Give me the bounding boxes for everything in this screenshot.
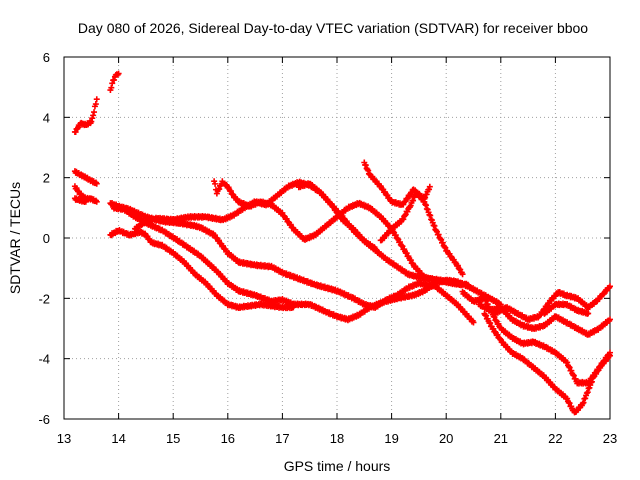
data-point xyxy=(392,232,399,239)
x-tick-label: 23 xyxy=(603,431,617,446)
data-point xyxy=(403,250,410,257)
data-point xyxy=(93,198,100,205)
x-tick-label: 13 xyxy=(57,431,71,446)
x-tick-label: 15 xyxy=(166,431,180,446)
data-point xyxy=(459,271,466,278)
data-point xyxy=(565,363,572,370)
data-point xyxy=(465,281,472,288)
y-tick-label: -4 xyxy=(38,352,50,367)
data-point xyxy=(566,364,573,371)
data-point xyxy=(491,314,498,321)
x-tick-label: 19 xyxy=(384,431,398,446)
x-tick-label: 20 xyxy=(439,431,453,446)
data-point xyxy=(579,400,586,407)
x-tick-label: 21 xyxy=(494,431,508,446)
data-point xyxy=(483,297,490,304)
data-point xyxy=(580,399,587,406)
series-arc-a xyxy=(71,96,100,135)
data-point xyxy=(401,212,408,219)
data-point xyxy=(91,109,98,116)
data-point xyxy=(487,320,494,327)
series-arc-p xyxy=(481,310,613,416)
series-arc-h xyxy=(107,226,297,312)
series-arc-e xyxy=(71,195,89,206)
data-point xyxy=(93,180,100,187)
x-tick-label: 14 xyxy=(111,431,125,446)
data-point xyxy=(566,400,573,407)
series-arc-r xyxy=(541,300,592,317)
series-arc-k xyxy=(295,180,379,252)
data-point xyxy=(588,378,595,385)
data-point xyxy=(423,202,430,209)
series-arc-o xyxy=(475,301,613,338)
x-tick-label: 16 xyxy=(221,431,235,446)
data-point xyxy=(439,239,446,246)
data-point xyxy=(422,201,429,208)
x-tick-label: 22 xyxy=(548,431,562,446)
data-point xyxy=(114,71,121,78)
data-point xyxy=(82,198,89,205)
y-axis-label: SDTVAR / TECUs xyxy=(7,182,23,294)
x-tick-label: 18 xyxy=(330,431,344,446)
data-point xyxy=(92,101,99,108)
data-point xyxy=(584,389,591,396)
chart-title: Day 080 of 2026, Sidereal Day-to-day VTE… xyxy=(78,20,588,36)
series-arc-c xyxy=(71,168,100,187)
data-point xyxy=(435,231,442,238)
x-tick-label: 17 xyxy=(275,431,289,446)
series-arc-m xyxy=(377,188,466,278)
data-point xyxy=(108,84,115,91)
data-point xyxy=(90,112,97,119)
y-tick-label: 4 xyxy=(43,110,50,125)
y-tick-label: 2 xyxy=(43,171,50,186)
data-point xyxy=(585,310,592,317)
data-point xyxy=(437,235,444,242)
data-point xyxy=(394,235,401,242)
data-point xyxy=(89,115,96,122)
x-axis-label: GPS time / hours xyxy=(284,458,391,474)
data-point xyxy=(564,359,571,366)
data-point xyxy=(607,283,613,290)
data-point xyxy=(400,216,407,223)
data-point xyxy=(441,243,448,250)
data-point xyxy=(426,183,433,190)
data-point xyxy=(111,76,118,83)
data-point xyxy=(93,96,100,103)
data-point xyxy=(607,316,613,323)
data-point xyxy=(427,212,434,219)
y-tick-label: 0 xyxy=(43,231,50,246)
data-point xyxy=(583,390,590,397)
data-point xyxy=(372,245,379,252)
data-point xyxy=(470,319,477,326)
data-point xyxy=(109,80,116,87)
data-point xyxy=(570,372,577,379)
y-tick-label: 6 xyxy=(43,50,50,65)
data-point xyxy=(431,222,438,229)
data-point xyxy=(607,352,613,359)
data-point xyxy=(290,304,297,311)
axis-ticks: 13 14 15 16 17 18 19 20 21 22 23 -6 -4 -2 0 2 4 6 xyxy=(38,50,617,446)
data-point xyxy=(496,335,503,342)
y-tick-label: -6 xyxy=(38,412,50,427)
data-point xyxy=(490,325,497,332)
data-point xyxy=(492,328,499,335)
data-point xyxy=(483,312,490,319)
series-arc-j xyxy=(211,178,472,289)
data-point xyxy=(582,395,589,402)
data-point xyxy=(88,118,95,125)
data-series xyxy=(71,70,613,416)
series-arc-b xyxy=(107,70,122,94)
data-point xyxy=(115,70,122,77)
data-point xyxy=(407,257,414,264)
y-tick-label: -2 xyxy=(38,291,50,306)
data-point xyxy=(212,180,219,187)
